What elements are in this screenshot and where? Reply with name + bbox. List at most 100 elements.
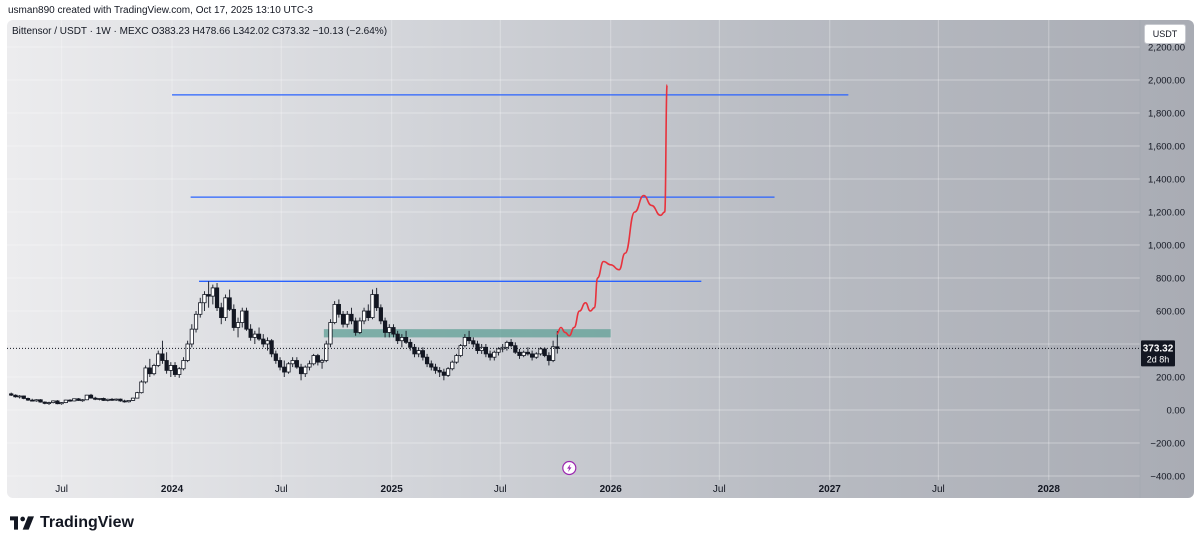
candle-body <box>328 322 333 345</box>
x-axis-tick-label: Jul <box>275 484 288 495</box>
candle-body <box>441 371 446 376</box>
bar-countdown-label: 2d 8h <box>1147 354 1170 364</box>
candle-body <box>273 353 278 361</box>
current-price-label: 373.32 <box>1143 343 1174 354</box>
candle-body <box>517 351 522 356</box>
x-axis-tick-label: 2028 <box>1038 484 1061 495</box>
candle-body <box>550 346 556 361</box>
candle-body <box>437 369 442 373</box>
currency-button[interactable]: USDT <box>1144 24 1186 44</box>
candle-body <box>55 400 60 405</box>
candle-body <box>366 310 371 318</box>
candle-body <box>370 294 375 319</box>
candle-body <box>513 345 518 353</box>
candle-body <box>534 353 539 358</box>
chart-frame[interactable]: −400.00 −200.00 0.00 200.00 600.00 800.00 1,00… <box>7 20 1194 498</box>
candle-body <box>72 398 77 402</box>
candle-body <box>210 287 215 297</box>
candle-body <box>97 398 102 400</box>
candle-body <box>345 313 350 325</box>
candle-body <box>303 366 308 375</box>
candle-body <box>538 348 543 355</box>
candle-body <box>315 355 320 363</box>
y-axis-tick-label: 1,200.00 <box>1148 208 1185 219</box>
symbol-legend: Bittensor / USDT · 1W · MEXC O383.23 H47… <box>12 26 388 37</box>
x-axis-tick-label: 2027 <box>819 484 842 495</box>
y-axis-tick-label: −400.00 <box>1150 472 1185 483</box>
lightning-icon <box>567 464 572 472</box>
price-chart[interactable]: −400.00 −200.00 0.00 200.00 600.00 800.00 1,00… <box>7 20 1194 498</box>
candle-body <box>357 320 362 333</box>
tradingview-icon <box>10 516 34 530</box>
candle-body <box>311 355 316 365</box>
candle-body <box>143 367 148 383</box>
candle-body <box>25 398 31 401</box>
candle-body <box>399 336 404 342</box>
projection-path <box>556 84 668 337</box>
candle-body <box>387 327 392 333</box>
candle-body <box>13 394 18 398</box>
y-axis-tick-label: 600.00 <box>1156 307 1185 318</box>
candle-body <box>59 402 64 405</box>
y-axis-tick-label: 2,200.00 <box>1148 43 1185 54</box>
y-axis-tick-label: 1,800.00 <box>1148 109 1185 120</box>
candle-body <box>198 302 203 315</box>
x-axis-tick-label: Jul <box>494 484 507 495</box>
candle-body <box>378 307 383 322</box>
y-axis-tick-label: −200.00 <box>1150 439 1185 450</box>
x-axis-tick-label: Jul <box>713 484 726 495</box>
chart-attribution: usman890 created with TradingView.com, O… <box>8 5 313 16</box>
candle-body <box>227 297 232 310</box>
candle-body <box>109 398 115 401</box>
candle-body <box>294 360 299 368</box>
candle-body <box>336 303 341 315</box>
candle-body <box>496 348 501 353</box>
candle-body <box>122 400 127 403</box>
candle-body <box>508 341 514 347</box>
candle-body <box>240 310 245 323</box>
x-axis-tick-label: Jul <box>932 484 945 495</box>
candle-body <box>93 397 98 400</box>
candle-body <box>248 328 253 338</box>
candle-body <box>492 351 497 358</box>
candle-body <box>429 363 434 368</box>
y-axis-tick-label: 0.00 <box>1167 406 1186 417</box>
x-axis-tick-label: 2026 <box>600 484 623 495</box>
candle-body <box>164 360 169 371</box>
candle-body <box>475 343 480 351</box>
candle-body <box>408 341 413 348</box>
x-axis-tick-label: 2024 <box>161 484 184 495</box>
candle-body <box>147 367 152 375</box>
tradingview-logo: TradingView <box>10 514 134 532</box>
y-axis-tick-label: 200.00 <box>1156 373 1185 384</box>
candle-body <box>88 394 94 399</box>
candle-body <box>139 381 144 394</box>
candle-body <box>290 360 295 365</box>
y-axis-tick-label: 1,600.00 <box>1148 142 1185 153</box>
candle-body <box>177 368 182 375</box>
candle-body <box>214 287 220 309</box>
candle-body <box>9 393 14 396</box>
candle-body <box>416 350 421 355</box>
candle-body <box>219 307 224 319</box>
candle-body <box>135 392 140 399</box>
candle-body <box>114 398 119 401</box>
current-price-label-box <box>1141 340 1175 367</box>
candle-body <box>202 294 207 304</box>
candle-body <box>189 328 194 345</box>
candle-body <box>21 395 26 399</box>
x-axis-tick-label: 2025 <box>381 484 404 495</box>
tradingview-wordmark: TradingView <box>40 514 134 531</box>
candle-body <box>151 365 157 375</box>
candle-body <box>420 350 425 358</box>
candle-body <box>168 365 173 371</box>
candle-body <box>223 297 228 318</box>
candle-body <box>466 336 472 342</box>
candle-body <box>458 345 463 356</box>
candle-body <box>282 366 287 373</box>
candle-body <box>454 355 459 363</box>
candle-body <box>555 346 560 349</box>
candle-body <box>412 346 417 355</box>
candle-body <box>307 363 312 368</box>
candle-body <box>252 333 257 338</box>
